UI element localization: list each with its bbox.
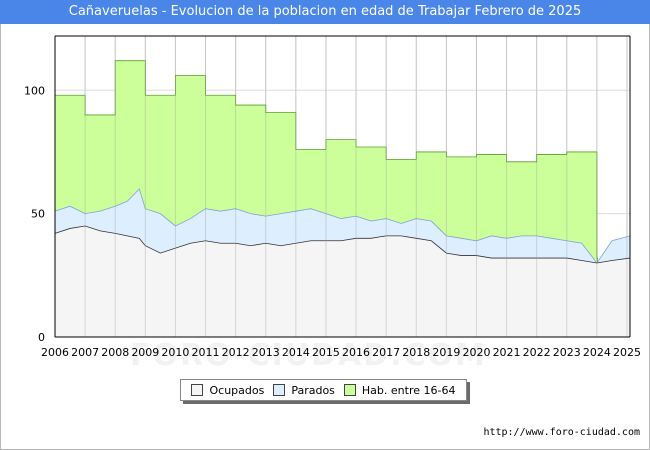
watermark: FORO-CIUDAD.COM: [130, 338, 487, 373]
legend-item-ocupados: Ocupados: [191, 384, 264, 397]
y-tick-label-100: 100: [24, 84, 45, 97]
x-tick-label-2010: 2010: [161, 346, 189, 359]
y-tick-label-50: 50: [31, 208, 45, 221]
y-tick-label-0: 0: [38, 331, 45, 344]
series-line-ocupados: [54, 225, 631, 264]
x-tick-label-2017: 2017: [372, 346, 400, 359]
x-tick-label-2016: 2016: [342, 346, 370, 359]
legend-label-parados: Parados: [291, 383, 335, 397]
x-tick-label-2008: 2008: [101, 346, 129, 359]
x-tick-label-2012: 2012: [222, 346, 250, 359]
x-tick-label-2015: 2015: [312, 346, 340, 359]
legend-item-hab: Hab. entre 16-64: [343, 383, 456, 397]
x-tick-label-2019: 2019: [432, 346, 460, 359]
x-tick-label-2006: 2006: [41, 346, 69, 359]
legend-swatch-hab: [343, 384, 356, 396]
x-tick-label-2025: 2025: [613, 346, 641, 359]
legend-label-ocupados: Ocupados: [209, 383, 265, 397]
legend-swatch-parados: [273, 384, 286, 396]
series-line-parados: [54, 188, 631, 264]
chart-title: Cañaveruelas - Evolucion de la poblacion…: [0, 0, 650, 24]
x-tick-label-2023: 2023: [553, 346, 581, 359]
legend: Ocupados Parados Hab. entre 16-64: [180, 379, 467, 401]
x-tick-label-2021: 2021: [493, 346, 521, 359]
legend-item-parados: Parados: [273, 384, 335, 397]
source-link[interactable]: http://www.foro-ciudad.com: [483, 427, 640, 438]
x-tick-label-2013: 2013: [252, 346, 280, 359]
legend-swatch-ocupados: [191, 384, 204, 396]
series-area-ocupados: [55, 225, 630, 337]
x-tick-label-2014: 2014: [282, 346, 310, 359]
x-tick-label-2011: 2011: [192, 346, 220, 359]
x-tick-label-2018: 2018: [402, 346, 430, 359]
legend-label-hab: Hab. entre 16-64: [361, 383, 456, 397]
x-tick-label-2007: 2007: [71, 346, 99, 359]
x-tick-label-2022: 2022: [523, 346, 551, 359]
x-tick-label-2020: 2020: [462, 346, 490, 359]
x-tick-label-2024: 2024: [583, 346, 611, 359]
x-tick-label-2009: 2009: [131, 346, 159, 359]
